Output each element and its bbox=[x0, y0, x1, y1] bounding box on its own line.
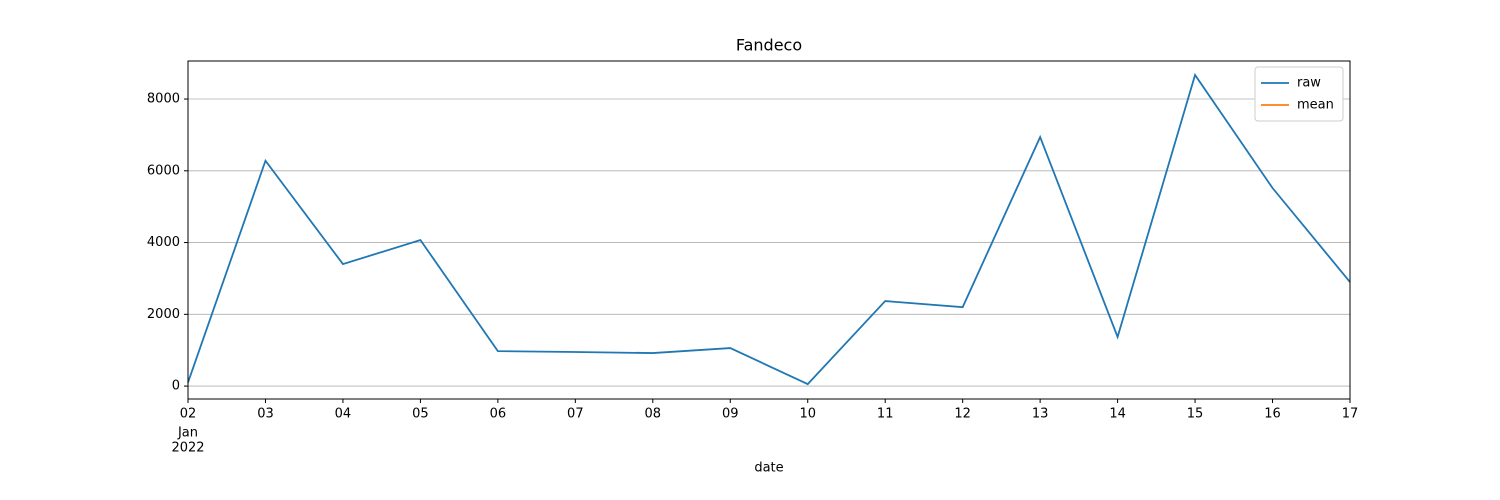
x-tick-label: 12 bbox=[954, 407, 971, 422]
y-tick-label: 0 bbox=[172, 379, 180, 394]
x-tick-label: 17 bbox=[1342, 407, 1359, 422]
plot-frame bbox=[187, 60, 1351, 400]
legend-label: mean bbox=[1297, 98, 1334, 113]
x-tick-label: 10 bbox=[799, 407, 816, 422]
x-tick-label: 03 bbox=[257, 407, 274, 422]
x-tick-label: 08 bbox=[645, 407, 662, 422]
x-period-label: 2022 bbox=[171, 441, 204, 456]
line-series bbox=[187, 72, 1351, 386]
x-period-label: Jan bbox=[177, 426, 198, 441]
x-tick-label: 02 bbox=[180, 407, 197, 422]
x-tick-label: 09 bbox=[722, 407, 739, 422]
x-tick-label: 13 bbox=[1032, 407, 1049, 422]
x-tick-label: 07 bbox=[567, 407, 584, 422]
x-tick-label: 16 bbox=[1264, 407, 1281, 422]
chart-title: Fandeco bbox=[736, 36, 802, 55]
x-tick-label: 06 bbox=[490, 407, 507, 422]
x-tick-label: 05 bbox=[412, 407, 429, 422]
y-tick-label: 6000 bbox=[147, 163, 180, 178]
y-tick-label: 8000 bbox=[147, 92, 180, 107]
x-tick-label: 04 bbox=[335, 407, 352, 422]
x-tick-label: 11 bbox=[877, 407, 894, 422]
legend-label: raw bbox=[1297, 76, 1321, 91]
x-tick-label: 15 bbox=[1187, 407, 1204, 422]
legend-box bbox=[1254, 66, 1344, 122]
y-tick-label: 4000 bbox=[147, 235, 180, 250]
y-tick-label: 2000 bbox=[147, 307, 180, 322]
x-tick-label: 14 bbox=[1109, 407, 1126, 422]
x-axis-label: date bbox=[754, 461, 783, 476]
